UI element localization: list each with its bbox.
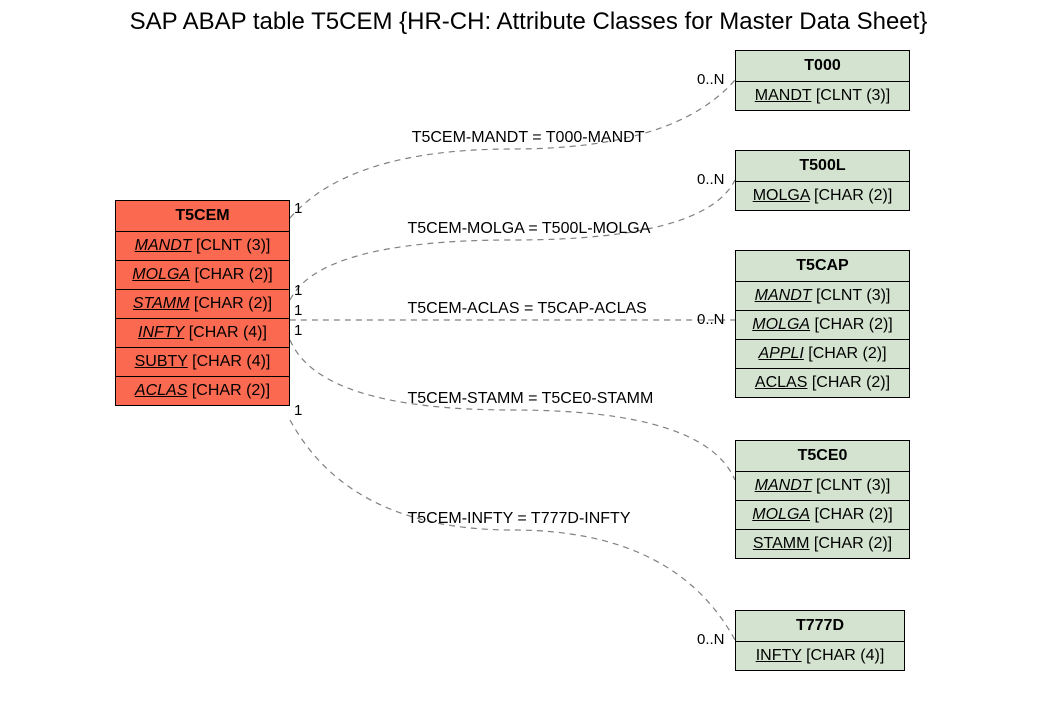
field-name: MOLGA [132, 266, 190, 283]
cardinality-src: 1 [294, 322, 302, 339]
field-name: INFTY [756, 647, 802, 664]
entity-header: T000 [736, 51, 909, 82]
field-name: MANDT [135, 237, 192, 254]
entity-header: T777D [736, 611, 904, 642]
ref-entity-t5ce0: T5CE0MANDT [CLNT (3)]MOLGA [CHAR (2)]STA… [735, 440, 910, 559]
ref-entity-t5cap: T5CAPMANDT [CLNT (3)]MOLGA [CHAR (2)]APP… [735, 250, 910, 398]
field-name: STAMM [133, 295, 190, 312]
field-type: [CHAR (2)] [807, 374, 890, 391]
entity-field: MANDT [CLNT (3)] [736, 82, 909, 110]
field-name: MANDT [755, 87, 812, 104]
field-name: MANDT [755, 477, 812, 494]
field-name: ACLAS [135, 382, 187, 399]
cardinality-src: 1 [294, 402, 302, 419]
edge-label: T5CEM-STAMM = T5CE0-STAMM [408, 390, 654, 408]
entity-field: MANDT [CLNT (3)] [116, 232, 289, 261]
field-type: [CLNT (3)] [812, 287, 891, 304]
entity-field: MANDT [CLNT (3)] [736, 472, 909, 501]
edge-path [290, 340, 735, 480]
entity-header: T5CE0 [736, 441, 909, 472]
cardinality-src: 1 [294, 302, 302, 319]
field-type: [CHAR (2)] [810, 506, 893, 523]
field-type: [CHAR (4)] [184, 324, 267, 341]
ref-entity-t777d: T777DINFTY [CHAR (4)] [735, 610, 905, 671]
field-type: [CHAR (2)] [190, 266, 273, 283]
field-type: [CHAR (2)] [189, 295, 272, 312]
entity-header: T5CEM [116, 201, 289, 232]
field-type: [CLNT (3)] [811, 87, 890, 104]
entity-field: ACLAS [CHAR (2)] [736, 369, 909, 397]
cardinality-dst: 0..N [697, 311, 725, 328]
diagram-stage: SAP ABAP table T5CEM {HR-CH: Attribute C… [0, 0, 1057, 721]
entity-field: MOLGA [CHAR (2)] [736, 311, 909, 340]
edge-label: T5CEM-ACLAS = T5CAP-ACLAS [408, 300, 647, 318]
edge-label: T5CEM-MANDT = T000-MANDT [412, 129, 645, 147]
entity-header: T5CAP [736, 251, 909, 282]
field-name: APPLI [758, 345, 803, 362]
edge-path [290, 80, 735, 218]
diagram-title: SAP ABAP table T5CEM {HR-CH: Attribute C… [0, 8, 1057, 36]
ref-entity-t500l: T500LMOLGA [CHAR (2)] [735, 150, 910, 211]
entity-field: STAMM [CHAR (2)] [116, 290, 289, 319]
entity-field: APPLI [CHAR (2)] [736, 340, 909, 369]
cardinality-dst: 0..N [697, 631, 725, 648]
edge-label: T5CEM-MOLGA = T500L-MOLGA [408, 220, 651, 238]
field-name: MOLGA [753, 187, 810, 204]
field-type: [CHAR (4)] [802, 647, 885, 664]
field-type: [CHAR (2)] [809, 535, 892, 552]
cardinality-dst: 0..N [697, 171, 725, 188]
entity-field: STAMM [CHAR (2)] [736, 530, 909, 558]
field-type: [CHAR (2)] [804, 345, 887, 362]
field-name: INFTY [138, 324, 184, 341]
entity-header: T500L [736, 151, 909, 182]
entity-field: MOLGA [CHAR (2)] [736, 501, 909, 530]
entity-field: ACLAS [CHAR (2)] [116, 377, 289, 405]
field-type: [CLNT (3)] [812, 477, 891, 494]
field-type: [CHAR (2)] [810, 316, 893, 333]
cardinality-src: 1 [294, 200, 302, 217]
field-type: [CHAR (2)] [810, 187, 893, 204]
field-name: STAMM [753, 535, 810, 552]
ref-entity-t000: T000MANDT [CLNT (3)] [735, 50, 910, 111]
main-entity-t5cem: T5CEMMANDT [CLNT (3)]MOLGA [CHAR (2)]STA… [115, 200, 290, 406]
entity-field: SUBTY [CHAR (4)] [116, 348, 289, 377]
entity-field: MANDT [CLNT (3)] [736, 282, 909, 311]
cardinality-dst: 0..N [697, 71, 725, 88]
field-type: [CHAR (2)] [187, 382, 270, 399]
entity-field: MOLGA [CHAR (2)] [116, 261, 289, 290]
cardinality-src: 1 [294, 282, 302, 299]
entity-field: INFTY [CHAR (4)] [736, 642, 904, 670]
entity-field: MOLGA [CHAR (2)] [736, 182, 909, 210]
field-name: MANDT [755, 287, 812, 304]
field-name: ACLAS [755, 374, 807, 391]
field-name: MOLGA [752, 506, 810, 523]
edge-path [290, 180, 735, 300]
field-type: [CLNT (3)] [192, 237, 271, 254]
edge-path [290, 420, 735, 640]
entity-field: INFTY [CHAR (4)] [116, 319, 289, 348]
field-name: MOLGA [752, 316, 810, 333]
field-type: [CHAR (4)] [188, 353, 271, 370]
edge-label: T5CEM-INFTY = T777D-INFTY [408, 510, 631, 528]
field-name: SUBTY [135, 353, 188, 370]
